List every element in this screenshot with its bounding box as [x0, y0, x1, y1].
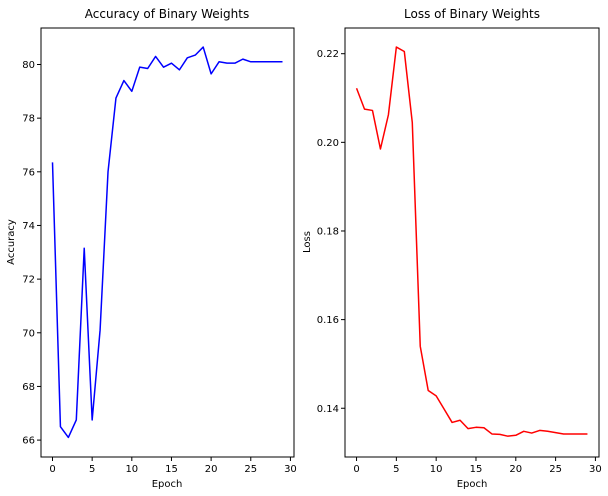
- loss-x-tick-label: 25: [549, 464, 562, 475]
- accuracy-y-tick-label: 76: [22, 167, 35, 178]
- loss-series-line: [355, 46, 588, 437]
- accuracy-x-tick-label: 20: [205, 464, 218, 475]
- loss-y-tick-label: 0.18: [317, 226, 339, 237]
- accuracy-y-tick-label: 70: [22, 328, 35, 339]
- accuracy-axes-frame: [40, 27, 295, 458]
- loss-x-tick-label: 5: [393, 464, 399, 475]
- loss-x-tick-label: 30: [589, 464, 602, 475]
- accuracy-y-tick-label: 80: [22, 60, 35, 71]
- accuracy-x-tick-label: 5: [89, 464, 95, 475]
- loss-y-tick-label: 0.20: [317, 138, 339, 149]
- accuracy-y-tick-label: 74: [22, 221, 35, 232]
- accuracy-series: [51, 46, 283, 439]
- loss-x-axis-label: Epoch: [457, 479, 488, 490]
- accuracy-y-tick-label: 68: [22, 382, 35, 393]
- accuracy-x-tick-label: 10: [125, 464, 138, 475]
- accuracy-y-tick-label: 72: [22, 275, 35, 286]
- accuracy-x-tick-label: 15: [165, 464, 178, 475]
- accuracy-x-axis-label: Epoch: [152, 479, 183, 490]
- loss-y-tick-label: 0.14: [317, 404, 339, 415]
- loss-series: [355, 46, 588, 437]
- loss-chart: Loss of Binary Weights Epoch Loss 0 5 10 15…: [302, 7, 602, 490]
- loss-x-tick-label: 0: [353, 464, 359, 475]
- accuracy-x-tick-label: 25: [244, 464, 257, 475]
- accuracy-y-tick-label: 66: [22, 436, 35, 447]
- loss-x-tick-label: 10: [430, 464, 443, 475]
- loss-chart-title: Loss of Binary Weights: [404, 7, 540, 21]
- accuracy-series-line: [51, 46, 283, 439]
- loss-axes-frame: [344, 27, 600, 458]
- accuracy-ticks: 0 5 10 15 20 25 30 66 68 70 72 74 76 78 80: [22, 60, 297, 475]
- accuracy-x-tick-label: 0: [49, 464, 55, 475]
- loss-x-tick-label: 20: [509, 464, 522, 475]
- accuracy-y-tick-label: 78: [22, 114, 35, 125]
- accuracy-x-tick-label: 30: [284, 464, 297, 475]
- loss-ticks: 0 5 10 15 20 25 30 0.14 0.16 0.18 0.20 0.22: [317, 49, 602, 475]
- loss-y-tick-label: 0.16: [317, 315, 339, 326]
- loss-x-tick-label: 15: [470, 464, 483, 475]
- accuracy-y-axis-label: Accuracy: [6, 219, 17, 265]
- accuracy-chart: Accuracy of Binary Weights Epoch Accurac…: [6, 7, 297, 490]
- loss-y-axis-label: Loss: [302, 231, 313, 253]
- loss-y-tick-label: 0.22: [317, 49, 339, 60]
- accuracy-chart-title: Accuracy of Binary Weights: [85, 7, 249, 21]
